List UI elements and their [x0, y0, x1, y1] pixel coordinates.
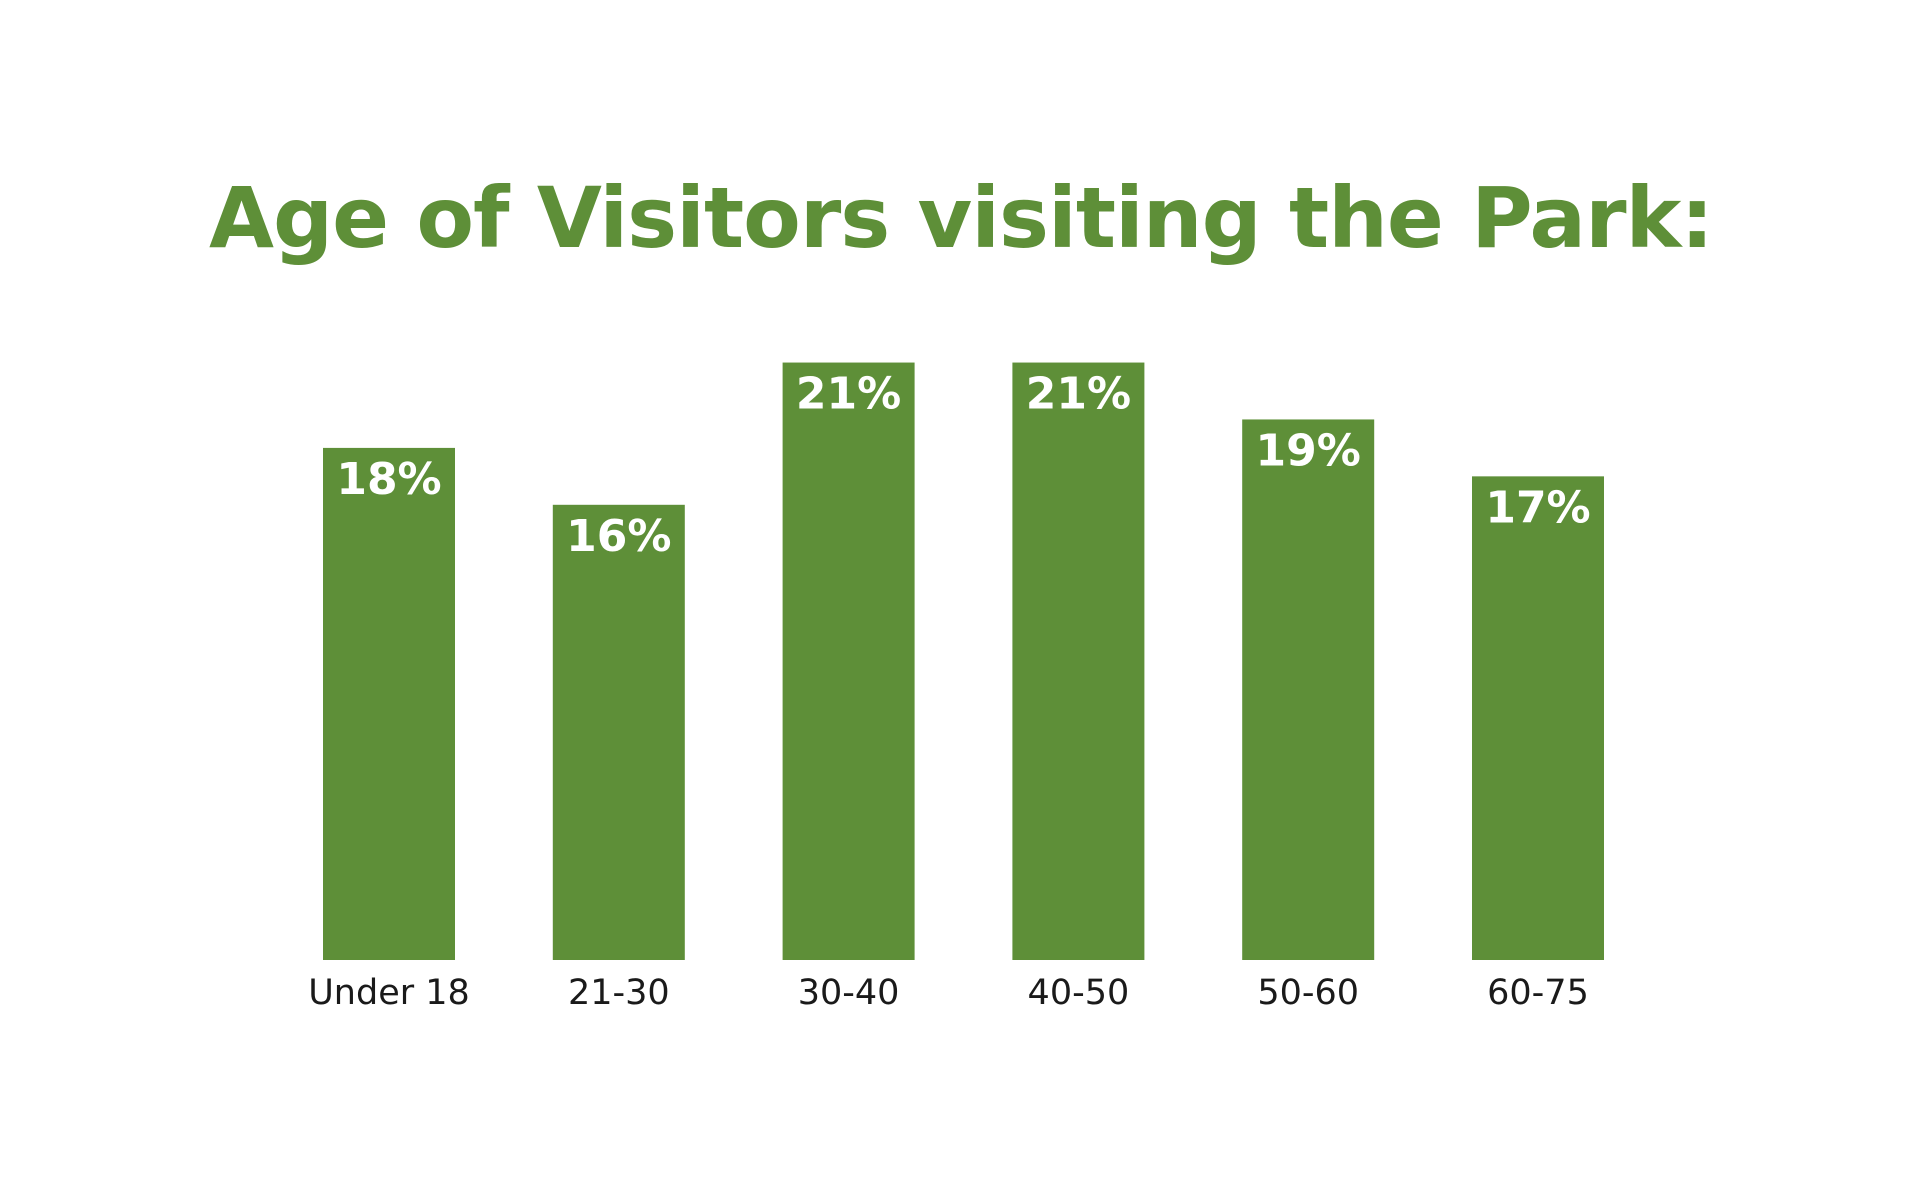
bar [782, 362, 915, 960]
x-tick-label: 40-50 [1028, 973, 1130, 1013]
x-tick-label: 21-30 [568, 973, 670, 1013]
value-label: 21% [1026, 369, 1131, 420]
x-tick-label: 50-60 [1257, 973, 1359, 1013]
x-tick-label: 30-40 [798, 973, 900, 1013]
chart-title: Age of Visitors visiting the Park: [209, 169, 1713, 267]
bar [323, 447, 455, 960]
value-label: 18% [336, 454, 441, 505]
value-label: 16% [566, 511, 671, 562]
bar [1472, 476, 1604, 960]
bar [1242, 419, 1375, 960]
bar [552, 504, 685, 960]
x-tick-label: Under 18 [308, 973, 470, 1013]
value-label: 19% [1256, 425, 1361, 476]
value-label: 21% [796, 369, 901, 420]
value-label: 17% [1485, 482, 1590, 533]
x-tick-label: 60-75 [1487, 973, 1589, 1013]
bar [1012, 362, 1145, 960]
